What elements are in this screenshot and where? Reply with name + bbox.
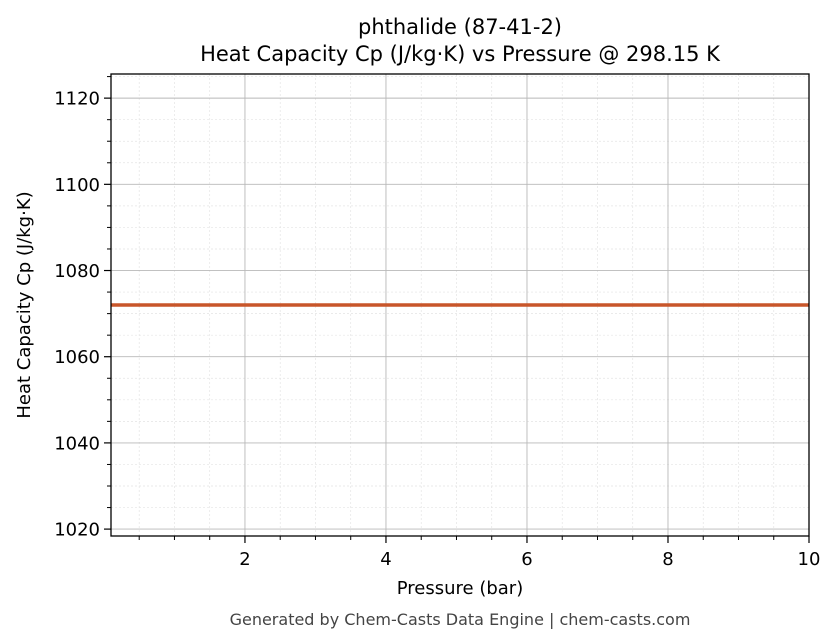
x-tick-label: 4 [380,549,391,570]
x-tick-label: 10 [798,549,821,570]
x-axis: 2 4 6 8 10 [138,536,821,570]
y-tick-label: 1020 [54,520,100,541]
minor-grid [111,74,809,536]
x-tick-label: 8 [662,549,673,570]
y-tick-label: 1080 [54,261,100,282]
x-tick-label: 6 [521,549,532,570]
y-tick-label: 1120 [54,89,100,110]
y-tick-label: 1100 [54,175,100,196]
chart-subtitle: Heat Capacity Cp (J/kg·K) vs Pressure @ … [200,42,721,66]
x-axis-label: Pressure (bar) [397,578,523,599]
y-axis: 1020 1040 1060 1080 1100 1120 [54,76,111,541]
plot-frame [110,73,810,537]
chart-title: phthalide (87-41-2) [358,15,562,39]
footer-credit: Generated by Chem-Casts Data Engine | ch… [230,610,691,629]
y-tick-label: 1040 [54,433,100,454]
y-axis-label: Heat Capacity Cp (J/kg·K) [14,191,35,418]
x-tick-label: 2 [239,549,250,570]
y-tick-label: 1060 [54,347,100,368]
